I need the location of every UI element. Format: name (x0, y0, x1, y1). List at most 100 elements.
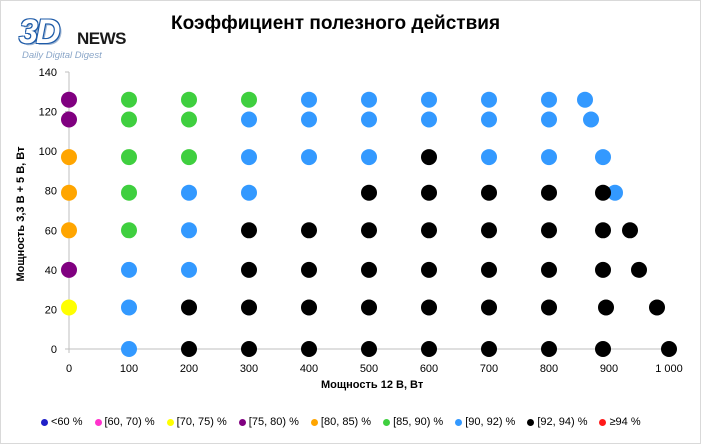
data-point (421, 111, 437, 128)
data-point (121, 261, 137, 278)
data-point (541, 149, 557, 166)
data-point (241, 261, 257, 278)
data-point (595, 261, 611, 278)
data-point (301, 149, 317, 166)
x-tick-label: 900 (600, 363, 618, 375)
data-point (481, 299, 497, 316)
legend-item: [60, 70) % (94, 416, 155, 428)
data-point (241, 91, 257, 108)
data-point (121, 111, 137, 128)
legend-item: [85, 90) % (383, 416, 443, 428)
legend-label: [80, 85) % (320, 416, 372, 428)
data-point (595, 341, 611, 357)
data-point (361, 111, 377, 128)
y-tick-label: 20 (45, 304, 57, 316)
data-point (181, 91, 197, 108)
data-point (631, 261, 647, 278)
legend-item: <60 % (41, 416, 83, 428)
data-point (481, 91, 497, 108)
data-point (361, 222, 377, 239)
x-tick-label: 1 000 (655, 363, 683, 375)
x-tick-label: 0 (66, 363, 72, 375)
data-point (481, 261, 497, 278)
x-tick-label: 400 (300, 363, 318, 375)
x-tick-label: 800 (540, 363, 558, 375)
data-point (181, 222, 197, 239)
legend-label: [92, 94) % (537, 416, 588, 428)
legend-swatch (94, 418, 102, 426)
legend-swatch (455, 418, 463, 426)
data-point (361, 149, 377, 166)
data-point (181, 111, 197, 128)
data-point (607, 184, 623, 201)
data-point (61, 222, 77, 239)
data-point (595, 149, 611, 166)
data-point (421, 91, 437, 108)
data-point (241, 341, 257, 357)
data-point (541, 341, 557, 357)
data-point (541, 111, 557, 128)
data-point (181, 341, 197, 357)
data-point (595, 184, 611, 201)
chart-legend: <60 % [60, 70) % [70, 75) % [75, 80) % [80, … (41, 416, 641, 428)
data-point (301, 341, 317, 357)
data-point (181, 149, 197, 166)
legend-swatch (527, 418, 535, 426)
logo-tagline: Daily Digital Digest (22, 50, 102, 61)
data-point (481, 184, 497, 201)
data-point (661, 341, 677, 357)
data-point (241, 111, 257, 128)
data-point (361, 341, 377, 357)
site-logo: 3D NEWS Daily Digital Digest (19, 15, 149, 65)
data-point (241, 299, 257, 316)
data-point (181, 261, 197, 278)
data-point (649, 299, 665, 316)
data-point (181, 299, 197, 316)
data-point (361, 91, 377, 108)
x-tick-label: 500 (360, 363, 378, 375)
data-point (481, 222, 497, 239)
legend-label: [75, 80) % (248, 416, 299, 428)
x-tick-label: 300 (240, 363, 258, 375)
data-point (583, 111, 599, 128)
data-point (121, 222, 137, 239)
data-point (541, 184, 557, 201)
data-point (361, 261, 377, 278)
legend-item: [90, 92) % (455, 416, 515, 428)
data-point (481, 149, 497, 166)
data-point (421, 341, 437, 357)
legend-swatch (238, 418, 246, 426)
data-point (361, 184, 377, 201)
logo-mark: 3D (19, 13, 60, 51)
data-point (481, 341, 497, 357)
y-tick-label: 60 (45, 225, 57, 237)
data-point (301, 111, 317, 128)
data-point (121, 341, 137, 357)
chart-title: Коэффициент полезного действия (171, 13, 501, 34)
data-point (541, 222, 557, 239)
data-point (421, 222, 437, 239)
data-point (598, 299, 614, 316)
legend-label: ≥94 % (609, 416, 641, 428)
data-point (301, 91, 317, 108)
data-point (61, 91, 77, 108)
data-point (241, 149, 257, 166)
data-point (421, 149, 437, 166)
legend-swatch (599, 418, 607, 426)
data-point (121, 184, 137, 201)
data-point (541, 261, 557, 278)
legend-item: [70, 75) % (166, 416, 227, 428)
data-point (121, 91, 137, 108)
data-point (301, 261, 317, 278)
legend-label: [90, 92) % (465, 416, 516, 428)
legend-item: [75, 80) % (238, 416, 299, 428)
x-tick-label: 200 (180, 363, 198, 375)
legend-item: [80, 85) % (310, 416, 372, 428)
data-point (622, 222, 638, 239)
logo-word: NEWS (77, 29, 127, 48)
data-point (61, 261, 77, 278)
y-tick-label: 80 (45, 186, 57, 198)
data-point (241, 222, 257, 239)
data-point (541, 91, 557, 108)
data-point (421, 261, 437, 278)
